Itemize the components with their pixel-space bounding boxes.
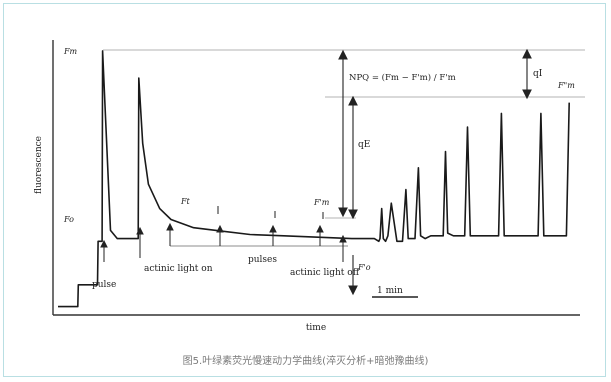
annotation-actinic-off: actinic light off bbox=[290, 268, 360, 278]
actinic-off-arrow-head bbox=[339, 234, 347, 243]
annotation-pulse: pulse bbox=[92, 280, 116, 290]
npq-arrow-head-bottom bbox=[338, 207, 348, 218]
marker-qe: qE bbox=[358, 140, 370, 150]
qi-arrow-head-top bbox=[522, 48, 532, 59]
pulses-arrow-1-head bbox=[166, 222, 174, 231]
pulse-arrow-head bbox=[100, 239, 108, 248]
marker-fo-prime: F'o bbox=[357, 263, 371, 272]
marker-fm-prime: F'm bbox=[313, 198, 330, 207]
npq-arrow-head-top bbox=[338, 49, 348, 60]
marker-fm-double-prime: F"m bbox=[557, 81, 575, 90]
pulses-arrow-3-head bbox=[269, 224, 277, 233]
qe-arrow-head-top bbox=[348, 95, 358, 106]
y-axis-title: fluorescence bbox=[34, 136, 44, 194]
marker-fm: Fm bbox=[63, 47, 78, 56]
annotation-pulses: pulses bbox=[248, 255, 277, 265]
marker-fo: Fo bbox=[63, 215, 74, 224]
marker-ft: Ft bbox=[180, 197, 191, 206]
scale-bar-label: 1 min bbox=[377, 286, 403, 296]
x-axis-title: time bbox=[306, 323, 326, 333]
annotation-actinic-on: actinic light on bbox=[144, 264, 213, 274]
actinic-on-arrow-head bbox=[136, 226, 144, 235]
pulses-arrow-4-head bbox=[316, 224, 324, 233]
npq-formula: NPQ = (Fm − F'm) / F'm bbox=[349, 72, 456, 83]
qe-arrow-head-bottom bbox=[348, 209, 358, 220]
pulses-arrow-2-head bbox=[216, 224, 224, 233]
marker-qi: qI bbox=[533, 69, 543, 79]
qi-arrow-head-bottom bbox=[522, 89, 532, 100]
fo-prime-arrow-head bbox=[348, 285, 358, 296]
figure-caption: 图5.叶绿素荧光慢速动力学曲线(淬灭分析+暗弛豫曲线) bbox=[182, 356, 429, 367]
fluorescence-trace bbox=[58, 50, 570, 308]
